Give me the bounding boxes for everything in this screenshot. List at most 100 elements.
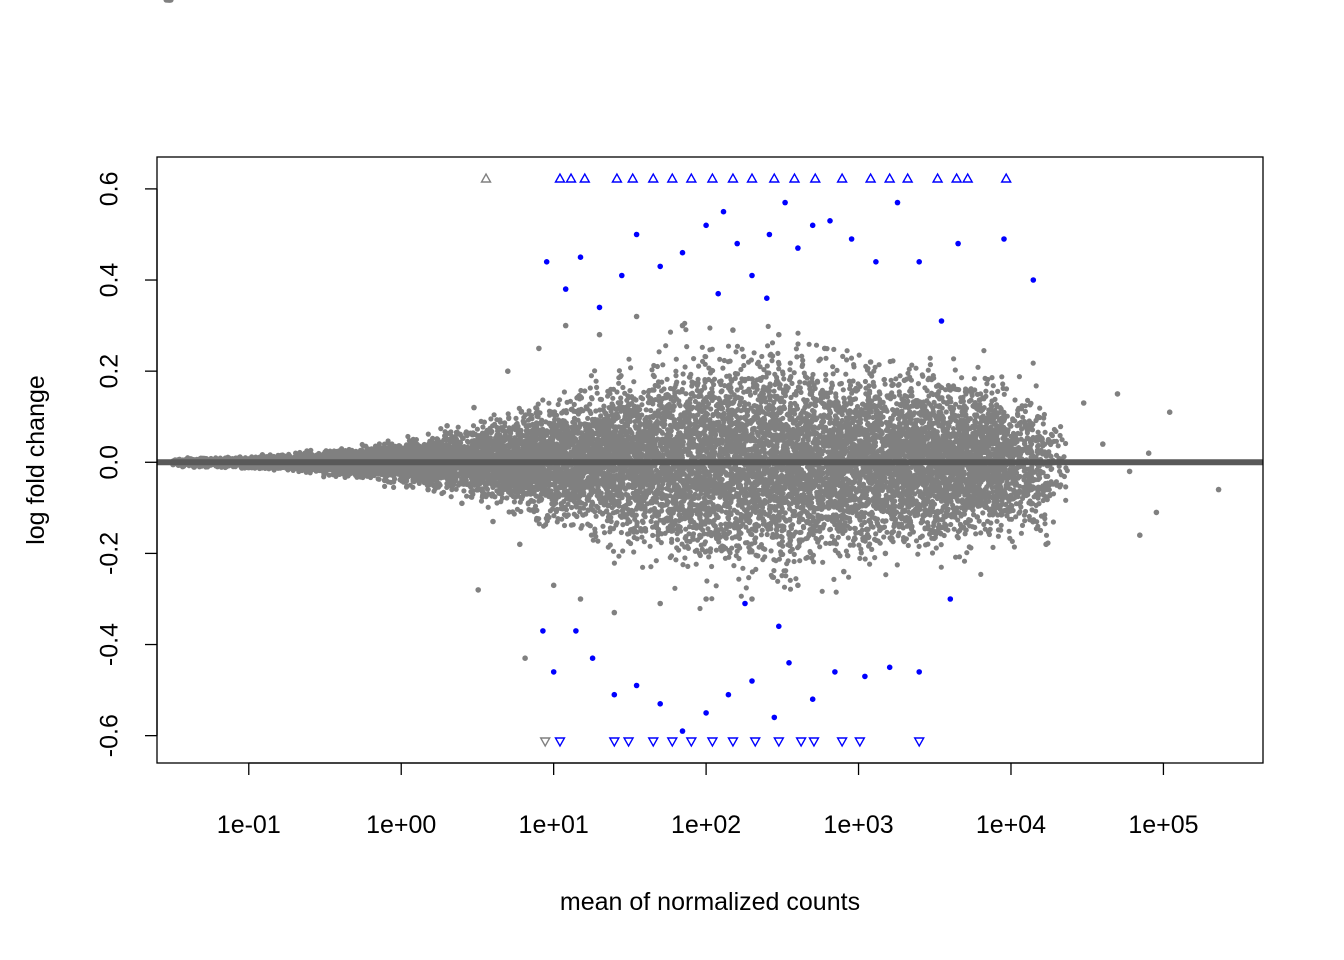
cloud-point [933, 545, 939, 551]
cloud-point [510, 493, 516, 500]
cloud-point [759, 527, 765, 533]
cloud-point [905, 542, 911, 549]
cloud-point [590, 537, 596, 543]
cloud-point [867, 541, 873, 547]
cloud-point [683, 526, 689, 532]
cloud-point [990, 544, 996, 551]
cloud-point [909, 362, 915, 368]
cloud-point [941, 399, 947, 405]
cloud-point [915, 381, 922, 387]
cloud-point [968, 397, 974, 403]
cloud-point [650, 532, 656, 539]
cloud-point [734, 343, 741, 349]
cloud-point [1019, 426, 1025, 432]
cloud-point [1022, 518, 1028, 524]
cloud-point [765, 323, 771, 329]
cloud-point [895, 382, 901, 388]
cloud-point [846, 574, 852, 580]
cloud-point [983, 388, 989, 394]
cloud-point [819, 588, 825, 594]
cloud-point [964, 550, 970, 556]
cloud-point [610, 395, 616, 401]
cloud-point [862, 556, 868, 562]
cloud-point [1040, 421, 1046, 427]
cloud-point [951, 356, 957, 362]
cloud-point [627, 388, 633, 394]
cloud-point [916, 543, 922, 550]
cloud-point [697, 605, 703, 612]
cloud-point [977, 401, 983, 407]
cloud-point [1035, 429, 1041, 435]
cloud-point [968, 545, 974, 551]
cloud-point [778, 549, 784, 555]
cloud-point [830, 364, 836, 370]
cloud-point [613, 522, 619, 528]
cloud-point [620, 384, 626, 391]
cloud-point [731, 563, 737, 569]
cloud-point [813, 342, 820, 348]
cloud-point [781, 584, 788, 590]
cloud-point [976, 482, 982, 488]
cloud-point [1013, 514, 1019, 520]
cloud-point [856, 542, 862, 548]
cloud-point [741, 400, 748, 406]
cloud-point [775, 350, 781, 356]
cloud-point [595, 538, 601, 544]
cloud-point [736, 576, 742, 582]
cloud-point [749, 569, 756, 575]
cloud-point [663, 343, 669, 349]
cloud-point [707, 325, 713, 331]
cloud-point [961, 558, 968, 564]
cloud-point [660, 362, 666, 368]
cloud-point [1016, 374, 1023, 380]
cloud-point [485, 504, 491, 510]
cloud-point [448, 494, 454, 500]
cloud-point [925, 367, 931, 373]
cloud-point [474, 426, 480, 432]
cloud-point [882, 381, 888, 387]
cloud-point [791, 558, 797, 565]
cloud-point [972, 524, 978, 531]
cloud-point [544, 512, 551, 519]
cloud-point [733, 349, 739, 355]
cloud-point [1011, 544, 1018, 550]
cloud-point [647, 543, 653, 549]
cloud-point [1009, 516, 1015, 522]
cloud-point [708, 406, 714, 412]
cloud-point [718, 522, 724, 528]
cloud-point [738, 366, 744, 373]
cloud-point [673, 373, 679, 379]
cloud-point [839, 417, 845, 424]
cloud-point [535, 401, 541, 407]
cloud-point [844, 357, 850, 363]
cloud-point [732, 375, 738, 381]
cloud-point [1033, 383, 1039, 389]
cloud-point [593, 378, 599, 384]
cloud-point [829, 533, 835, 540]
cloud-point [656, 349, 662, 355]
cloud-point [1019, 522, 1026, 529]
cloud-point [787, 360, 793, 366]
cloud-point [973, 531, 979, 537]
cloud-point [884, 529, 890, 535]
cloud-point [638, 394, 644, 401]
cloud-point [1012, 397, 1018, 403]
cloud-point [641, 539, 647, 545]
cloud-point [798, 389, 804, 395]
cloud-point [751, 350, 757, 356]
cloud-point [797, 379, 803, 385]
cloud-point [853, 530, 859, 536]
cloud-point [776, 366, 782, 372]
cloud-point [972, 387, 978, 393]
cloud-point [724, 373, 730, 379]
cloud-point [593, 513, 599, 519]
cloud-point [929, 550, 936, 556]
cloud-point [880, 518, 886, 524]
cloud-point [1043, 532, 1050, 538]
cloud-point [845, 535, 851, 541]
cloud-point [831, 346, 837, 352]
cloud-point [540, 397, 546, 403]
cloud-point [794, 354, 800, 360]
cloud-point [840, 353, 846, 359]
